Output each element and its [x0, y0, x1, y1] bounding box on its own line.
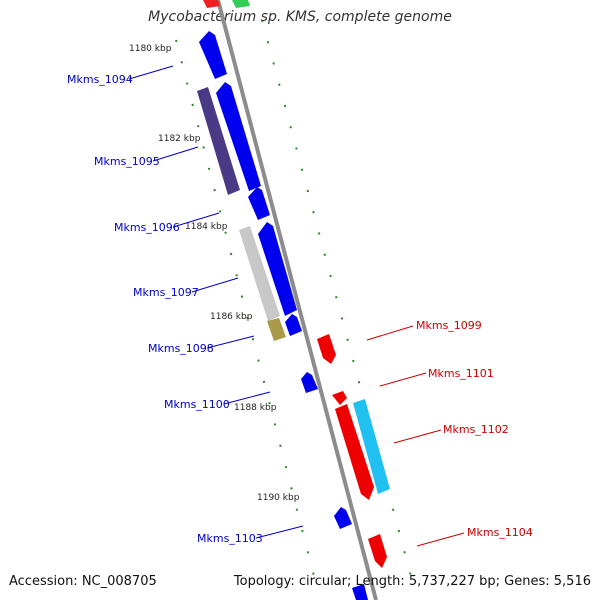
gene-mkms-1094[interactable]	[199, 31, 227, 79]
leader-lines-blue	[128, 65, 304, 539]
gene-mkms-1099[interactable]	[317, 334, 336, 364]
gene-mkms-1103[interactable]	[334, 507, 352, 529]
gene-label-mkms-1094[interactable]: Mkms_1094	[67, 73, 133, 86]
gene-mkms-1098-blue[interactable]	[285, 314, 302, 336]
gene-mkms-1095-blue[interactable]	[216, 82, 261, 191]
tick-label-1188: 1188 kbp	[234, 403, 277, 413]
gene-mkms-1100[interactable]	[301, 372, 318, 393]
gene-mkms-1102-cyan[interactable]	[353, 399, 390, 494]
accession-text: Accession: NC_008705	[9, 574, 157, 589]
gene-partial-blue-bottom[interactable]	[352, 584, 368, 600]
gene-label-mkms-1099[interactable]: Mkms_1099	[416, 319, 482, 332]
tick-label-1184: 1184 kbp	[185, 222, 228, 232]
gene-label-mkms-1098[interactable]: Mkms_1098	[148, 342, 214, 355]
gene-mkms-1097-gray[interactable]	[239, 226, 280, 321]
gene-mkms-1096[interactable]	[248, 187, 270, 220]
gene-label-mkms-1095[interactable]: Mkms_1095	[94, 155, 160, 168]
genome-backbone	[216, 0, 378, 600]
gene-label-mkms-1104[interactable]: Mkms_1104	[467, 526, 533, 539]
gene-mkms-1102-red[interactable]	[335, 404, 374, 500]
genome-summary-text: Topology: circular; Length: 5,737,227 bp…	[233, 574, 591, 589]
gene-mkms-1101[interactable]	[332, 391, 347, 405]
gene-label-mkms-1102[interactable]: Mkms_1102	[443, 423, 509, 436]
gene-label-mkms-1097[interactable]: Mkms_1097	[133, 286, 199, 299]
gene-label-mkms-1096[interactable]: Mkms_1096	[114, 221, 180, 234]
tick-label-1186: 1186 kbp	[210, 312, 253, 322]
gene-partial-green-top[interactable]	[232, 0, 250, 8]
tick-label-1190: 1190 kbp	[257, 493, 300, 503]
gene-label-mkms-1100[interactable]: Mkms_1100	[164, 398, 230, 411]
gene-mkms-1098[interactable]	[267, 318, 286, 341]
gene-partial-red-top[interactable]	[203, 0, 220, 8]
gene-mkms-1095[interactable]	[197, 87, 240, 195]
tick-label-1180: 1180 kbp	[129, 44, 172, 54]
leader-lines-red	[366, 325, 465, 547]
gene-mkms-1097-blue[interactable]	[258, 222, 297, 316]
gene-label-mkms-1101[interactable]: Mkms_1101	[428, 367, 494, 380]
gene-label-mkms-1103[interactable]: Mkms_1103	[197, 532, 263, 545]
tick-label-1182: 1182 kbp	[158, 134, 201, 144]
gene-mkms-1104[interactable]	[368, 534, 387, 568]
